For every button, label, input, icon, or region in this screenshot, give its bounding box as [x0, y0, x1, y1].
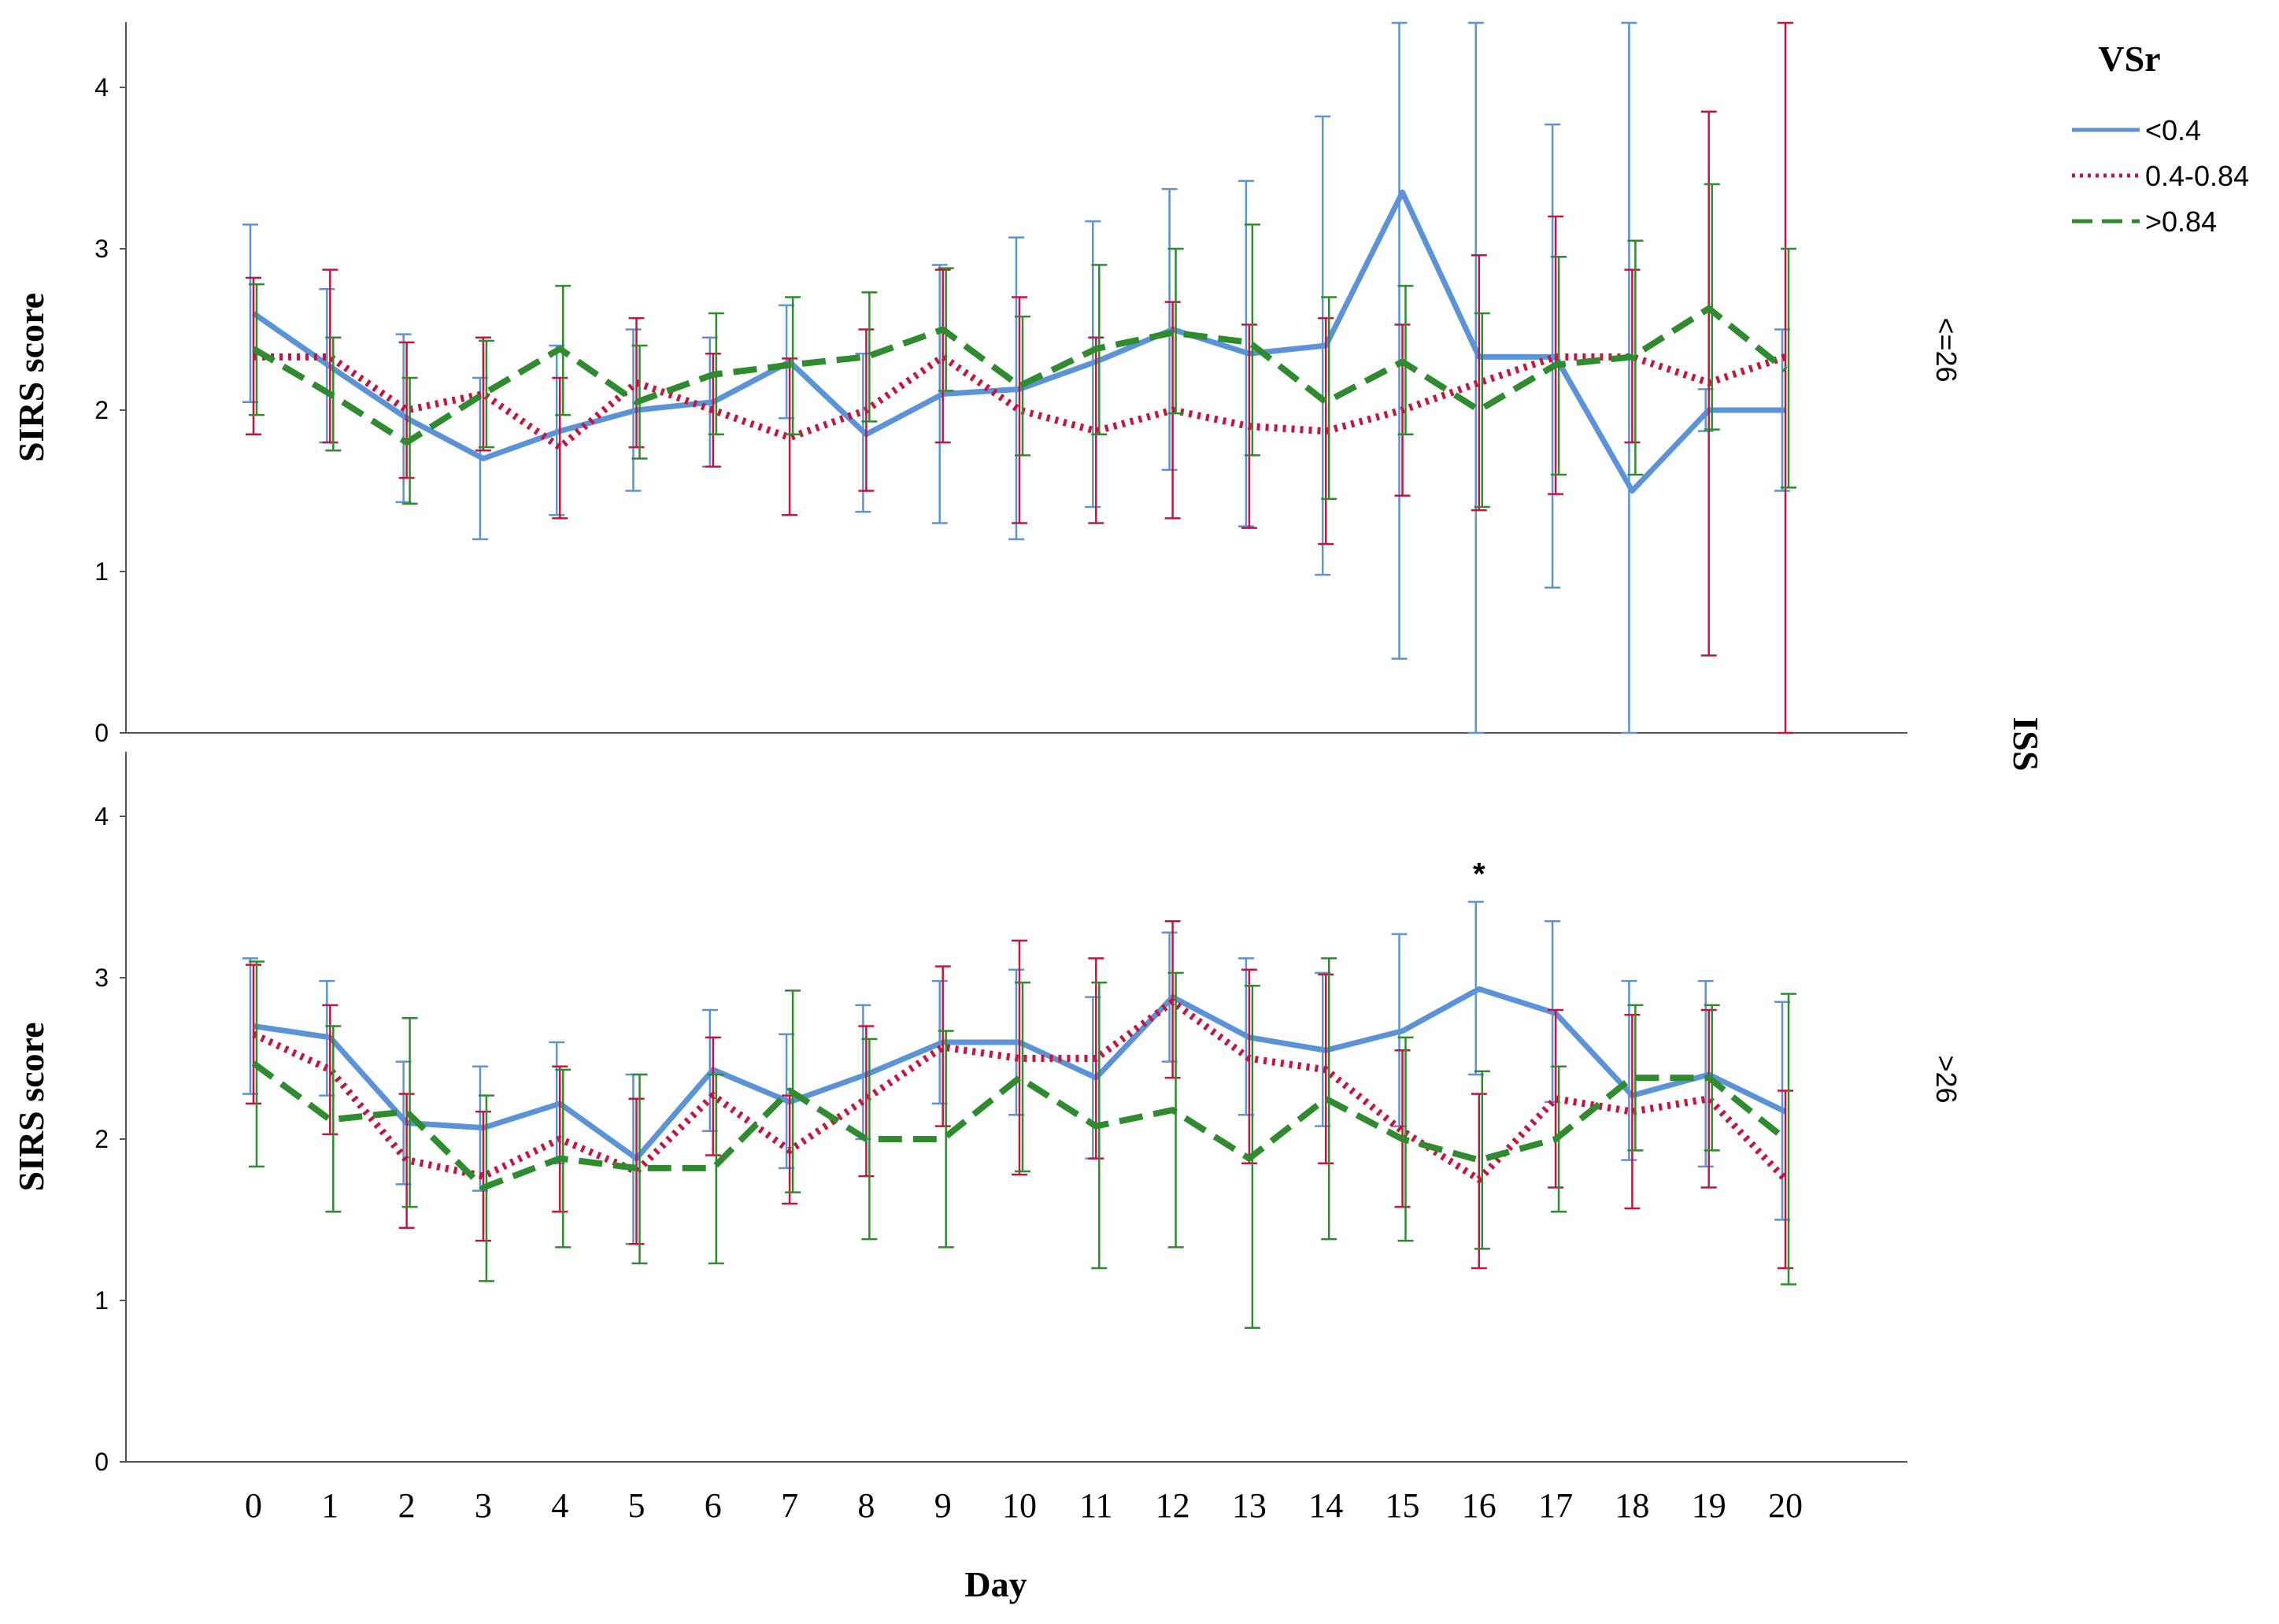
y-tick-label: 1 [94, 1286, 109, 1315]
x-tick-label: 2 [398, 1486, 416, 1525]
facet-label: >26 [1930, 1055, 1963, 1103]
y-tick-label: 0 [94, 1448, 109, 1476]
y-tick-label: 0 [94, 719, 109, 747]
x-tick-label: 3 [475, 1486, 492, 1525]
x-axis-title: Day [964, 1564, 1027, 1604]
panel-iss-le-26: 0 1 2 3 4 SIRS score <=26 [11, 22, 1963, 747]
y-tick-label: 3 [94, 235, 109, 263]
x-tick-label: 10 [1002, 1486, 1037, 1525]
y-tick-label: 4 [94, 802, 109, 830]
y-tick-label: 3 [94, 964, 109, 992]
y-tick-label: 2 [94, 396, 109, 424]
x-tick-label: 15 [1386, 1486, 1420, 1525]
legend: VSr <0.4 0.4-0.84 >0.84 [2072, 39, 2249, 238]
significance-marker: * [1473, 857, 1485, 892]
facet-label: <=26 [1930, 317, 1963, 382]
x-tick-label: 7 [781, 1486, 798, 1525]
y-axis-title: SIRS score [11, 1022, 51, 1191]
legend-title: VSr [2098, 39, 2160, 79]
y-tick-label: 1 [94, 557, 109, 586]
legend-label: 0.4-0.84 [2145, 160, 2249, 192]
y-tick-label: 4 [94, 73, 109, 102]
x-tick-label: 17 [1538, 1486, 1573, 1525]
x-tick-label: 13 [1232, 1486, 1267, 1525]
x-tick-label: 5 [628, 1486, 646, 1525]
y-tick-label: 2 [94, 1125, 109, 1153]
x-tick-label: 0 [245, 1486, 262, 1525]
x-tick-label: 6 [705, 1486, 722, 1525]
x-tick-label: 8 [857, 1486, 875, 1525]
x-tick-label: 11 [1079, 1486, 1112, 1525]
x-tick-label: 18 [1615, 1486, 1649, 1525]
x-tick-label: 9 [934, 1486, 952, 1525]
x-tick-label: 19 [1692, 1486, 1726, 1525]
x-tick-label: 14 [1308, 1486, 1343, 1525]
x-tick-label: 1 [321, 1486, 339, 1525]
x-tick-label: 12 [1156, 1486, 1190, 1525]
x-tick-label: 16 [1462, 1486, 1497, 1525]
x-tick-label: 20 [1768, 1486, 1803, 1525]
legend-label: <0.4 [2145, 114, 2201, 146]
y-axis-title: SIRS score [11, 293, 51, 462]
panel-iss-gt-26: 0 1 2 3 4 SIRS score >26 * [11, 752, 1963, 1476]
facet-axis-title: ISS [2006, 716, 2046, 771]
x-tick-label: 4 [551, 1486, 568, 1525]
legend-label: >0.84 [2145, 205, 2217, 238]
